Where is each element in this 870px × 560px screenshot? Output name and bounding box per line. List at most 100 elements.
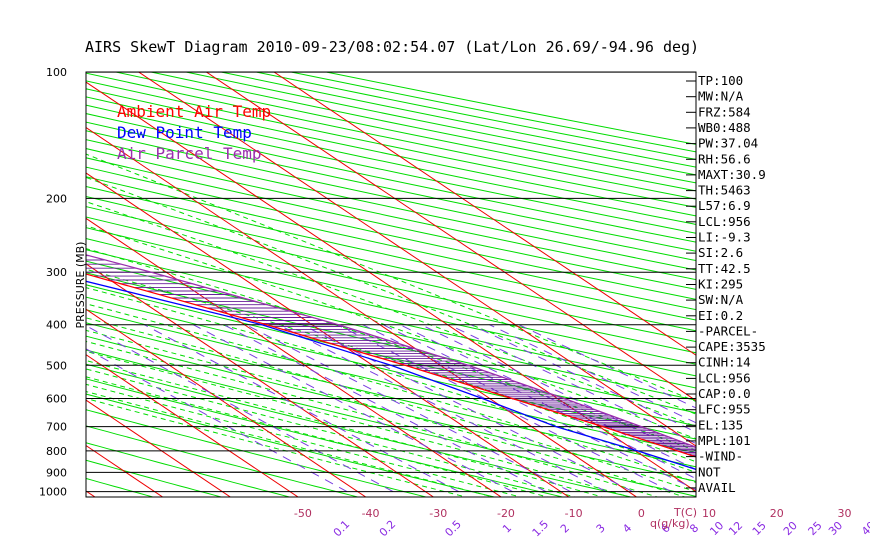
moist-adiabat: [86, 176, 696, 415]
stat-entry: AVAIL: [698, 480, 736, 495]
dry-adiabat: [86, 166, 696, 300]
dry-adiabat: [86, 322, 696, 468]
dry-adiabat: [86, 185, 696, 321]
mixing-ratio-label: 0.1: [331, 518, 353, 540]
pressure-tick-label: 600: [46, 393, 67, 406]
isotherm: [273, 72, 696, 356]
temp-tick-label: -50: [294, 507, 312, 520]
pressure-axis: 100 200 300 400 500 600 700 800 900 1000: [39, 66, 67, 499]
stat-entry: SI:2.6: [698, 245, 743, 260]
pressure-tick-label: 500: [46, 359, 67, 372]
dry-adiabat: [86, 442, 292, 497]
dry-adiabat: [86, 227, 696, 365]
temp-tick-label: -40: [362, 507, 380, 520]
mixing-ratio-line: [301, 324, 633, 493]
mixing-ratio-axis: 0.1 0.2 0.5 1 1.5 2 3 4 6 8 10 12 15 20 25 30 40: [331, 518, 870, 540]
moist-adiabats: [86, 153, 696, 497]
isotherm: [86, 308, 367, 497]
isotherm: [86, 490, 96, 497]
mixing-ratio-label: 4: [620, 521, 634, 535]
mixing-ratio-label: 2: [558, 521, 572, 535]
legend: Ambient Air Temp Dew Point Temp Air Parcel…: [117, 102, 271, 163]
cape-hatching: [86, 255, 696, 458]
mixing-ratio-line: [336, 324, 672, 493]
dry-adiabat: [86, 121, 696, 252]
stat-entry: CAPE:3535: [698, 339, 766, 354]
stat-entry: LCL:956: [698, 214, 751, 229]
stat-entry: TT:42.5: [698, 261, 751, 276]
dry-adiabat: [151, 72, 696, 184]
moist-adiabat: [86, 383, 523, 497]
stat-entry: LCL:956: [698, 370, 751, 385]
mixing-ratio-line: [143, 324, 459, 493]
dry-adiabat: [86, 335, 696, 482]
dry-adiabat: [86, 148, 696, 281]
mixing-ratio-label: 10: [707, 519, 726, 538]
dry-adiabat: [326, 72, 696, 145]
isotherm: [0, 53, 45, 509]
stat-entry: -WIND-: [698, 449, 743, 464]
mixing-ratio-line: [470, 324, 696, 433]
pressure-tick-label: 1000: [39, 486, 67, 499]
moist-adiabat: [86, 360, 604, 497]
dew-point-line: [86, 280, 696, 471]
dry-adiabat: [86, 349, 696, 497]
dry-adiabat: [86, 260, 696, 401]
stat-entry: TP:100: [698, 73, 743, 88]
isotherm: [86, 444, 164, 497]
sounding-profiles: [86, 254, 696, 471]
stat-entry: -PARCEL-: [698, 323, 758, 338]
temp-tick-label: 30: [837, 507, 851, 520]
mixing-ratio-line: [193, 324, 513, 493]
mixing-ratio-line: [518, 324, 696, 409]
mixing-ratio-label: 1.5: [530, 518, 552, 540]
pressure-tick-label: 300: [46, 266, 67, 279]
dry-adiabat: [86, 378, 565, 497]
pressure-tick-label: 800: [46, 445, 67, 458]
stat-entry: LI:-9.3: [698, 230, 751, 245]
mixing-ratio-unit: q(g/kg): [650, 517, 690, 530]
isotherm: [86, 399, 232, 497]
stat-entry: SW:N/A: [698, 292, 744, 307]
isotherm: [86, 354, 299, 497]
moist-adiabat: [86, 329, 687, 497]
stat-entry: FRZ:584: [698, 104, 751, 119]
moist-adiabat: [86, 391, 495, 497]
stat-entry: KI:295: [698, 276, 743, 291]
moist-adiabat: [86, 376, 550, 497]
pressure-tick-label: 700: [46, 421, 67, 434]
pressure-tick-label: 100: [46, 66, 67, 79]
moist-adiabat: [86, 303, 696, 483]
isotherm: [86, 172, 570, 497]
isotherm: [86, 81, 696, 493]
dry-adiabat: [86, 216, 696, 354]
temp-tick-label: 0: [638, 507, 645, 520]
moist-adiabat: [86, 397, 468, 497]
moist-adiabat: [86, 225, 696, 440]
temp-tick-label: -10: [565, 507, 583, 520]
mixing-ratio-label: 12: [726, 519, 745, 538]
stat-entry: RH:56.6: [698, 151, 751, 166]
stat-entry: MPL:101: [698, 433, 751, 448]
moist-adiabat: [86, 287, 696, 473]
stat-entry: MW:N/A: [698, 89, 744, 104]
stat-entry: CAP:0.0: [698, 386, 751, 401]
mixing-ratio-line: [448, 324, 696, 445]
moist-adiabat: [86, 340, 659, 497]
mixing-ratio-label: 15: [750, 519, 769, 538]
dry-adiabat: [86, 425, 360, 497]
ambient-temp-line: [86, 273, 696, 458]
temp-tick-label: -30: [429, 507, 447, 520]
plot-frame: [85, 71, 697, 498]
mixing-ratio-lines: [86, 324, 696, 493]
dry-adiabat: [86, 157, 696, 290]
isotherm: [205, 72, 696, 402]
moist-adiabat: [86, 368, 577, 497]
x-axis-unit: T(C): [673, 506, 697, 519]
temp-tick-label: 20: [770, 507, 784, 520]
stat-entry: L57:6.9: [698, 198, 751, 213]
temp-tick-label: 10: [702, 507, 716, 520]
pressure-tick-label: 900: [46, 466, 67, 479]
stats-panel: TP:100MW:N/AFRZ:584WB0:488PW:37.04RH:56.…: [686, 73, 766, 495]
